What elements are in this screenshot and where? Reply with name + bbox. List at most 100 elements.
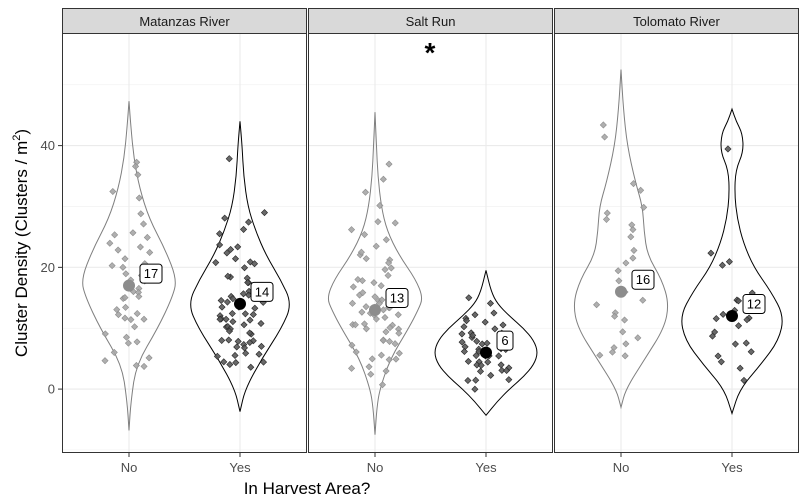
- data-point: [621, 352, 629, 360]
- data-point: [251, 304, 259, 312]
- facet-strip-title: Tolomato River: [633, 14, 720, 29]
- data-point: [602, 215, 611, 223]
- data-point: [131, 323, 139, 331]
- panel-border: [62, 33, 307, 453]
- data-point: [708, 332, 717, 340]
- data-point: [106, 239, 114, 247]
- median-label: 14: [255, 284, 269, 299]
- data-point: [111, 231, 119, 239]
- data-point: [460, 323, 468, 331]
- panel-background: [62, 33, 307, 453]
- data-point: [634, 334, 642, 342]
- data-point: [225, 336, 233, 344]
- data-point: [377, 282, 385, 290]
- data-point: [374, 218, 382, 226]
- data-point: [495, 352, 503, 360]
- data-point: [736, 364, 744, 372]
- data-point: [255, 350, 263, 358]
- data-point: [503, 366, 511, 375]
- data-point: [743, 316, 751, 324]
- median-label: 17: [144, 266, 158, 281]
- data-point: [229, 295, 237, 303]
- data-point: [251, 260, 259, 268]
- data-point: [109, 187, 117, 196]
- data-point: [139, 220, 148, 228]
- data-point: [472, 352, 480, 360]
- data-point: [734, 297, 743, 305]
- data-point: [386, 324, 394, 332]
- data-point: [724, 145, 732, 153]
- data-point: [246, 329, 254, 337]
- data-point: [471, 385, 479, 393]
- data-point: [596, 351, 604, 359]
- data-point: [361, 188, 370, 196]
- data-point: [379, 306, 387, 314]
- data-point: [226, 360, 234, 368]
- data-point: [108, 262, 116, 270]
- data-point: [349, 283, 357, 291]
- data-point: [239, 290, 247, 298]
- panel-border: [308, 33, 553, 453]
- data-point: [217, 296, 225, 305]
- data-point: [360, 320, 369, 328]
- median-label-box: [139, 263, 163, 284]
- data-point: [114, 246, 122, 254]
- data-point: [132, 361, 140, 370]
- data-point: [483, 339, 491, 347]
- data-point: [213, 352, 221, 360]
- median-point: [123, 279, 135, 292]
- data-point: [121, 314, 129, 322]
- data-point: [218, 336, 226, 344]
- data-point: [121, 255, 129, 263]
- data-point: [481, 318, 489, 326]
- median-point: [726, 310, 738, 323]
- data-point: [462, 317, 471, 325]
- data-point: [245, 218, 253, 226]
- data-point: [615, 277, 623, 285]
- facet-panel: Tolomato River 16 No 12 Yes: [554, 8, 799, 475]
- data-point: [379, 336, 387, 344]
- data-point: [122, 270, 130, 278]
- data-point: [621, 316, 629, 324]
- data-point: [122, 303, 130, 311]
- data-point: [486, 299, 494, 307]
- data-point: [473, 361, 481, 369]
- data-point: [735, 322, 743, 330]
- data-point: [122, 333, 130, 341]
- data-point: [378, 381, 387, 389]
- data-point: [707, 249, 715, 257]
- data-point: [384, 271, 392, 279]
- data-point: [257, 342, 265, 350]
- data-point: [143, 233, 151, 241]
- data-point: [259, 358, 268, 366]
- x-tick-label: Yes: [475, 460, 497, 475]
- data-point: [132, 162, 140, 170]
- data-point: [140, 315, 148, 323]
- data-point: [367, 370, 375, 378]
- data-point: [220, 358, 228, 366]
- median-label-box: [496, 330, 514, 351]
- data-point: [127, 316, 135, 324]
- data-point: [361, 231, 369, 239]
- data-point: [719, 310, 727, 318]
- data-point: [385, 259, 393, 267]
- data-point: [133, 310, 141, 318]
- y-axis-title: Cluster Density (Clusters / m2): [11, 129, 31, 357]
- y-axis-title-close: ): [12, 129, 31, 135]
- data-point: [101, 330, 109, 338]
- data-point: [376, 202, 384, 210]
- data-point: [622, 340, 630, 348]
- violin-outline: [190, 121, 290, 412]
- data-point: [392, 355, 400, 363]
- data-point: [246, 316, 254, 324]
- panel-background: [554, 33, 799, 453]
- data-point: [476, 367, 485, 375]
- data-point: [391, 340, 399, 348]
- data-point: [387, 264, 395, 272]
- y-axis-title-sup: 2: [11, 135, 23, 141]
- data-point: [242, 349, 250, 357]
- data-point: [385, 160, 393, 168]
- data-point: [113, 306, 121, 314]
- data-point: [231, 255, 240, 263]
- median-label: 13: [390, 290, 404, 305]
